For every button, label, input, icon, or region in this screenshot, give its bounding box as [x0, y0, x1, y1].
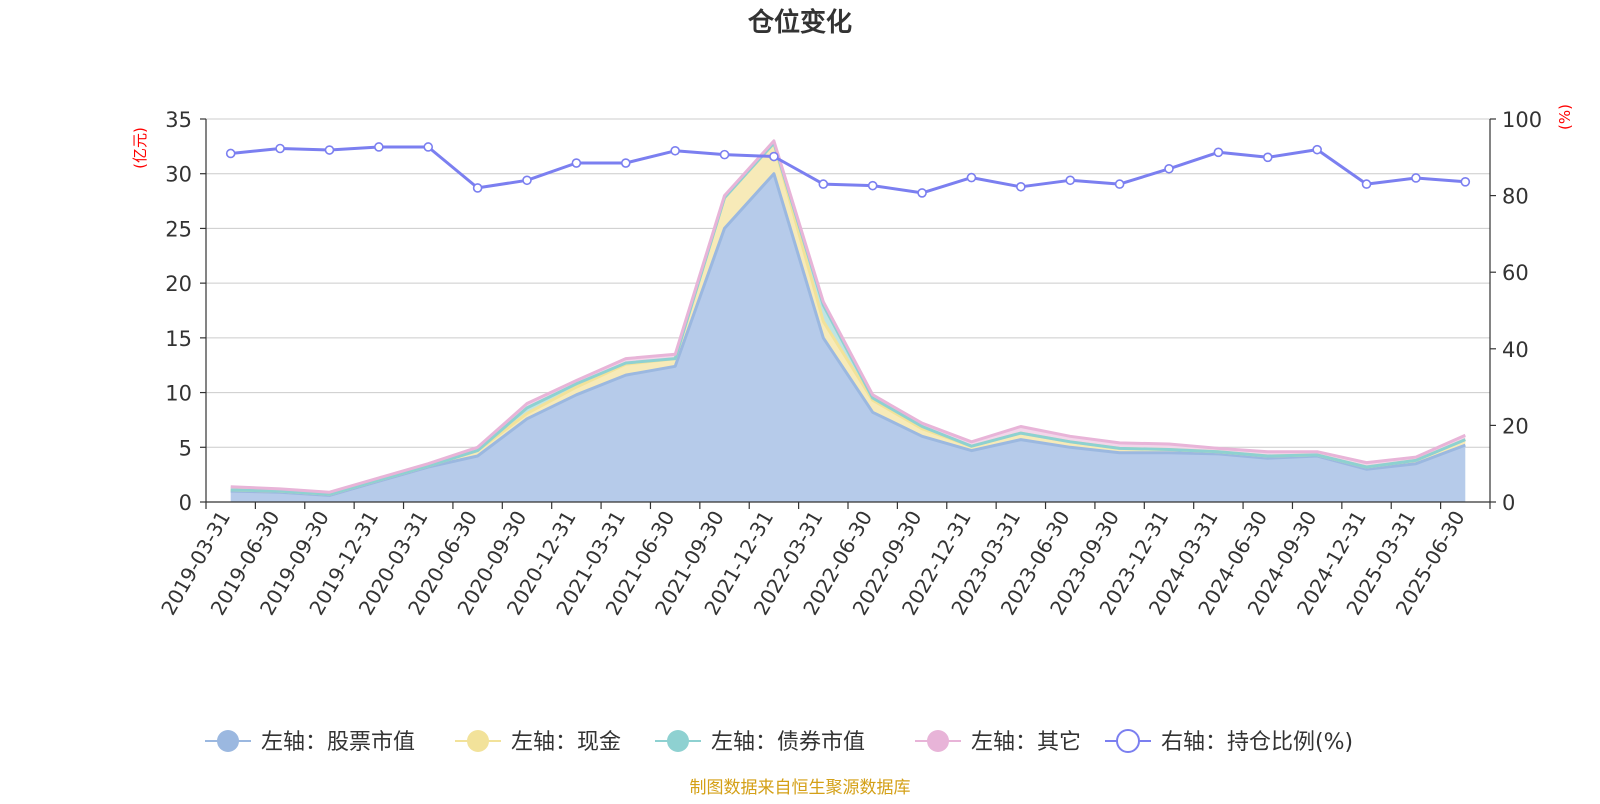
line-point-13 [867, 180, 878, 191]
line-point-5 [472, 183, 483, 193]
legend-label-2: 左轴：债券市值 [711, 730, 865, 755]
line-series-0 [230, 145, 1466, 195]
left-tick-label-0: 0 [179, 491, 192, 515]
line-point-16 [1016, 181, 1026, 192]
line-point-12 [818, 179, 829, 189]
left-tick-label-4: 20 [165, 272, 192, 296]
legend-item-4[interactable]: 右轴：持仓比例(%) [1105, 729, 1353, 755]
legend-item-2[interactable]: 左轴：债券市值 [655, 730, 865, 755]
legend-label-4: 右轴：持仓比例(%) [1161, 730, 1353, 755]
line-point-15 [966, 172, 977, 183]
right-tick-label-4: 80 [1502, 185, 1529, 209]
line-point-22 [1312, 144, 1322, 155]
line-point-8 [620, 158, 631, 168]
legend-marker-4 [1116, 729, 1140, 753]
legend-item-3[interactable]: 左轴：其它 [915, 730, 1081, 755]
left-tick-label-6: 30 [165, 163, 192, 187]
line-point-20 [1213, 147, 1224, 158]
grid-lines [206, 118, 1490, 448]
line-point-21 [1262, 152, 1273, 163]
legend-marker-3 [927, 730, 949, 752]
area-outline-series-3 [230, 139, 1466, 494]
left-tick-label-1: 5 [179, 436, 192, 460]
line-point-3 [374, 142, 384, 152]
legend-item-1[interactable]: 左轴：现金 [455, 730, 621, 755]
legend-marker-1 [467, 730, 489, 752]
line-point-4 [423, 142, 434, 152]
legend-label-0: 左轴：股票市值 [261, 730, 415, 755]
right-tick-label-3: 60 [1502, 261, 1529, 285]
line-point-1 [275, 143, 285, 154]
area-series-0 [230, 173, 1466, 502]
line-point-14 [917, 188, 927, 198]
legend: 左轴：股票市值 左轴：现金 左轴：债券市值 左轴：其它 右轴：持仓比例(%) [205, 729, 1353, 755]
legend-label-3: 左轴：其它 [971, 730, 1081, 755]
right-tick-label-5: 100 [1502, 108, 1542, 132]
line-point-23 [1361, 179, 1372, 189]
line-point-11 [769, 151, 779, 162]
left-tick-label-3: 15 [165, 327, 192, 351]
line-point-19 [1164, 163, 1174, 174]
right-tick-label-0: 0 [1502, 491, 1515, 515]
line-point-10 [719, 149, 730, 160]
right-tick-label-1: 20 [1502, 414, 1529, 438]
legend-label-1: 左轴：现金 [511, 730, 621, 755]
area-series-3 [230, 140, 1466, 495]
line-point-9 [670, 145, 680, 156]
data-source-footer: 制图数据来自恒生聚源数据库 [690, 778, 911, 798]
legend-marker-0 [217, 730, 239, 752]
line-point-17 [1065, 175, 1076, 186]
left-tick-label-7: 35 [165, 108, 192, 132]
line-point-18 [1114, 179, 1125, 189]
left-axis-unit-label: (亿元) [131, 127, 149, 169]
line-point-6 [522, 175, 532, 186]
left-tick-label-5: 25 [165, 217, 192, 241]
area-outline-series-0 [230, 172, 1466, 497]
line-point-24 [1411, 173, 1421, 183]
line-point-0 [225, 148, 236, 159]
line-point-2 [324, 145, 335, 155]
line-point-25 [1460, 177, 1471, 187]
stacked-areas [230, 140, 1466, 502]
area-outline-series-2 [230, 141, 1466, 496]
left-tick-label-2: 10 [165, 382, 192, 406]
legend-marker-2 [667, 730, 689, 752]
line-point-7 [571, 158, 582, 168]
right-tick-label-2: 40 [1502, 338, 1529, 362]
series-lines [225, 139, 1471, 497]
right-axis-unit-label: (%) [1556, 104, 1574, 130]
legend-item-0[interactable]: 左轴：股票市值 [205, 730, 415, 755]
chart-title: 仓位变化 [747, 7, 852, 38]
